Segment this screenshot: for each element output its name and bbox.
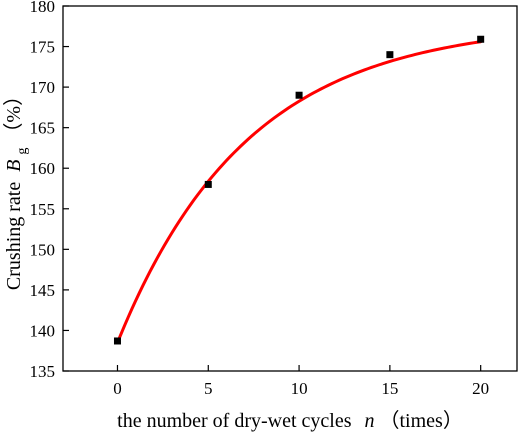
y-axis-label-unit: （%）	[2, 86, 25, 143]
y-axis-label-subscript: g	[15, 148, 30, 155]
data-point	[204, 180, 212, 188]
y-tick-label: 180	[30, 0, 56, 16]
x-tick-label: 20	[472, 379, 489, 398]
y-tick-label: 175	[30, 38, 56, 57]
x-tick-label: 15	[381, 379, 398, 398]
x-axis-ticks: 0 5 10 15 20	[113, 365, 489, 398]
y-tick-label: 150	[30, 240, 56, 259]
y-tick-label: 135	[30, 362, 56, 381]
y-tick-label: 155	[30, 200, 56, 219]
y-tick-label: 165	[30, 119, 56, 138]
data-point	[113, 337, 121, 345]
y-tick-label: 145	[30, 281, 56, 300]
x-axis-label-text: the number of dry-wet cycles	[117, 410, 352, 432]
x-axis-label: the number of dry-wet cycles n （times）	[117, 409, 463, 432]
fit-curve	[115, 40, 483, 345]
y-axis-label: Crushing rate B g （%）	[2, 86, 31, 290]
y-axis-ticks: 135 140 145 150 155 160 165 170 175 180	[30, 0, 69, 381]
y-tick-label: 160	[30, 159, 56, 178]
x-tick-label: 0	[113, 379, 122, 398]
x-axis-label-unit: （times）	[380, 409, 463, 432]
y-axis-label-variable: B	[3, 160, 25, 172]
data-points	[113, 35, 485, 345]
plot-frame	[62, 5, 518, 372]
y-tick-label: 140	[30, 321, 56, 340]
y-tick-label: 170	[30, 78, 56, 97]
y-axis-label-text: Crushing rate	[3, 182, 25, 290]
x-axis-label-variable: n	[365, 410, 375, 432]
data-point	[295, 91, 303, 99]
data-point	[477, 35, 485, 43]
x-tick-label: 10	[291, 379, 308, 398]
data-point	[386, 51, 394, 59]
x-tick-label: 5	[204, 379, 213, 398]
